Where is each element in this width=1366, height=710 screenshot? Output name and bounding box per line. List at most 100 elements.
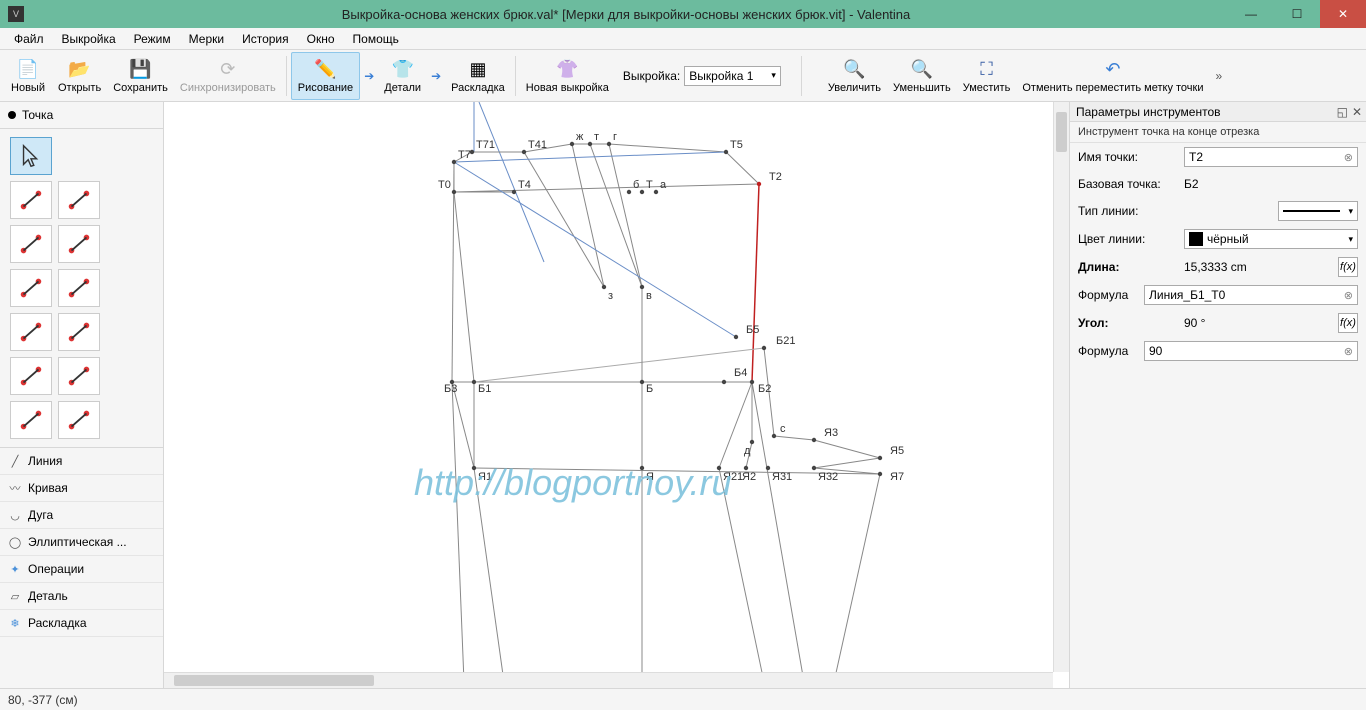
pattern-select[interactable]: Выкройка 1▾: [684, 66, 781, 86]
horizontal-scrollbar[interactable]: [164, 672, 1053, 688]
status-coords: 80, -377 (см): [8, 693, 78, 707]
minimize-button[interactable]: —: [1228, 0, 1274, 28]
svg-text:Я5: Я5: [890, 445, 904, 457]
svg-text:Б2: Б2: [758, 383, 771, 395]
arrow-icon: ➔: [427, 69, 445, 83]
sync-icon: ⟳: [216, 57, 240, 81]
tool-curve-pt[interactable]: [10, 269, 52, 307]
toolbar-overflow[interactable]: »: [1209, 69, 1228, 83]
svg-text:Б5: Б5: [746, 324, 759, 336]
svg-text:Т4: Т4: [518, 179, 531, 191]
length-formula-input[interactable]: Линия_Б1_Т0⊗: [1144, 285, 1358, 305]
canvas-container: Т7Т71Т41жтгТ5Т0Т4бТаТ2звБ5Б21Б3Б1ББ4Б2дс…: [164, 102, 1070, 688]
point-name-label: Имя точки:: [1078, 150, 1178, 164]
menu-history[interactable]: История: [234, 30, 297, 48]
tool-intersect-2[interactable]: [58, 313, 100, 351]
properties-panel: Параметры инструментов ◱✕ Инструмент точ…: [1070, 102, 1366, 688]
new-button[interactable]: 📄Новый: [4, 52, 52, 100]
sidebar-item-line[interactable]: ╱Линия: [0, 448, 163, 475]
point-name-input[interactable]: Т2⊗: [1184, 147, 1358, 167]
sync-button[interactable]: ⟳Синхронизировать: [174, 52, 282, 100]
zoom-fit-button[interactable]: ⛶Уместить: [957, 52, 1017, 100]
sidebar-item-layout[interactable]: ❄Раскладка: [0, 610, 163, 637]
drawing-canvas[interactable]: Т7Т71Т41жтгТ5Т0Т4бТаТ2звБ5Б21Б3Б1ББ4Б2дс…: [164, 102, 1069, 688]
open-icon: 📂: [68, 57, 92, 81]
scrollbar-thumb[interactable]: [174, 675, 374, 686]
tool-angle-2[interactable]: [58, 225, 100, 263]
sidebar-section-point[interactable]: Точка: [0, 102, 163, 129]
vertical-scrollbar[interactable]: [1053, 102, 1069, 672]
formula-label-2: Формула: [1078, 344, 1138, 358]
svg-text:Т5: Т5: [730, 139, 743, 151]
tool-shoulder[interactable]: [58, 401, 100, 439]
pattern-label: Выкройка:: [623, 69, 680, 83]
clear-icon[interactable]: ⊗: [1344, 151, 1353, 164]
svg-text:т: т: [594, 131, 599, 143]
svg-text:з: з: [608, 290, 613, 302]
menu-pattern[interactable]: Выкройка: [54, 30, 124, 48]
tool-triangle[interactable]: [10, 401, 52, 439]
svg-text:Т2: Т2: [769, 171, 782, 183]
chevron-down-icon: ▾: [771, 70, 776, 81]
resize-grip[interactable]: [1344, 693, 1358, 707]
zoom-in-button[interactable]: 🔍Увеличить: [822, 52, 887, 100]
close-button[interactable]: ✕: [1320, 0, 1366, 28]
tool-spline-pt[interactable]: [58, 269, 100, 307]
line-color-select[interactable]: чёрный▾: [1184, 229, 1358, 249]
line-type-select[interactable]: ▾: [1278, 201, 1358, 221]
tool-intersect-1[interactable]: [10, 313, 52, 351]
menu-help[interactable]: Помощь: [345, 30, 407, 48]
svg-text:г: г: [613, 131, 617, 143]
menu-measurements[interactable]: Мерки: [181, 30, 232, 48]
details-mode-button[interactable]: 👕Детали: [378, 52, 427, 100]
sidebar-item-operations[interactable]: ✦Операции: [0, 556, 163, 583]
toolbar: 📄Новый 📂Открыть 💾Сохранить ⟳Синхронизиро…: [0, 50, 1366, 102]
svg-text:Б4: Б4: [734, 367, 747, 379]
draw-mode-button[interactable]: ✏️Рисование: [291, 52, 360, 100]
tool-perp-1[interactable]: [10, 357, 52, 395]
zoom-out-button[interactable]: 🔍Уменьшить: [887, 52, 957, 100]
sidebar-item-elliptical[interactable]: ◯Эллиптическая ...: [0, 529, 163, 556]
sidebar-item-arc[interactable]: ◡Дуга: [0, 502, 163, 529]
menu-window[interactable]: Окно: [299, 30, 343, 48]
tool-angle-1[interactable]: [10, 225, 52, 263]
layout-mode-button[interactable]: ▦Раскладка: [445, 52, 511, 100]
maximize-button[interactable]: ☐: [1274, 0, 1320, 28]
ops-icon: ✦: [8, 562, 22, 576]
menu-mode[interactable]: Режим: [126, 30, 179, 48]
tool-line-end-1[interactable]: [10, 181, 52, 219]
clear-icon[interactable]: ⊗: [1344, 289, 1353, 302]
scrollbar-thumb[interactable]: [1056, 112, 1067, 152]
sidebar-item-detail[interactable]: ▱Деталь: [0, 583, 163, 610]
detail-icon: ▱: [8, 589, 22, 603]
arrow-icon: ➔: [360, 69, 378, 83]
tool-cursor[interactable]: [10, 137, 52, 175]
ellipse-icon: ◯: [8, 535, 22, 549]
clear-icon[interactable]: ⊗: [1344, 345, 1353, 358]
angle-formula-input[interactable]: 90⊗: [1144, 341, 1358, 361]
open-button[interactable]: 📂Открыть: [52, 52, 107, 100]
save-button[interactable]: 💾Сохранить: [107, 52, 174, 100]
new-icon: 📄: [16, 57, 40, 81]
svg-text:Б: Б: [646, 383, 653, 395]
tool-perp-2[interactable]: [58, 357, 100, 395]
toolbar-separator: [286, 56, 287, 96]
svg-text:с: с: [780, 423, 786, 435]
fx-button[interactable]: f(x): [1338, 257, 1358, 277]
undock-icon[interactable]: ◱: [1337, 105, 1348, 119]
menu-file[interactable]: Файл: [6, 30, 52, 48]
zoom-in-icon: 🔍: [842, 57, 866, 81]
sidebar-item-curve[interactable]: 〰Кривая: [0, 475, 163, 502]
menubar: Файл Выкройка Режим Мерки История Окно П…: [0, 28, 1366, 50]
undo-move-button[interactable]: ↶Отменить переместить метку точки: [1016, 52, 1209, 100]
layout2-icon: ❄: [8, 616, 22, 630]
new-pattern-button[interactable]: 👚Новая выкройка: [520, 52, 615, 100]
svg-text:Т71: Т71: [476, 139, 495, 151]
svg-text:в: в: [646, 290, 652, 302]
close-panel-icon[interactable]: ✕: [1352, 105, 1362, 119]
svg-text:Я1: Я1: [478, 471, 492, 483]
undo-icon: ↶: [1101, 57, 1125, 81]
fx-button[interactable]: f(x): [1338, 313, 1358, 333]
svg-text:Т41: Т41: [528, 139, 547, 151]
tool-line-end-2[interactable]: [58, 181, 100, 219]
